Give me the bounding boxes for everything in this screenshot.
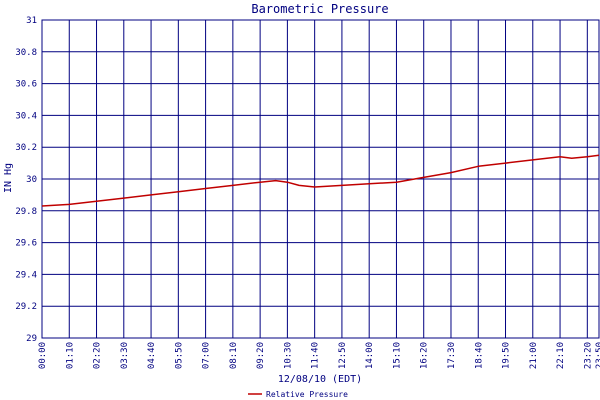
- x-tick-label: 23:20: [583, 342, 593, 369]
- x-tick-label: 00:00: [38, 342, 48, 369]
- y-tick-label: 30.4: [15, 111, 37, 121]
- x-tick-label: 22:10: [556, 342, 566, 369]
- x-tick-label: 11:40: [311, 342, 321, 369]
- x-tick-label: 04:40: [147, 342, 157, 369]
- x-tick-label: 19:50: [502, 342, 512, 369]
- x-tick-label: 05:50: [174, 342, 184, 369]
- x-tick-label: 15:10: [392, 342, 402, 369]
- y-tick-label: 30.6: [15, 80, 37, 90]
- grid: [41, 19, 600, 339]
- y-tick-label: 30: [26, 175, 37, 185]
- legend-label: Relative Pressure: [266, 390, 348, 399]
- x-tick-label: 23:50: [595, 342, 600, 369]
- x-tick-label: 12:50: [338, 342, 348, 369]
- legend: Relative Pressure: [248, 390, 348, 399]
- series-line-relative-pressure: [41, 154, 600, 207]
- x-tick-label: 17:30: [447, 342, 457, 369]
- x-tick-label: 10:30: [283, 342, 293, 369]
- tick-labels: 29 29.2 29.4 29.6 29.8 30 30.2 30.4 30.6 30.8 31 00…: [15, 16, 600, 369]
- x-tick-label: 14:00: [365, 342, 375, 369]
- plot-border: [41, 19, 600, 339]
- x-tick-label: 01:10: [65, 342, 75, 369]
- y-tick-label: 29: [26, 334, 37, 344]
- x-tick-label: 08:10: [229, 342, 239, 369]
- y-tick-label: 30.2: [15, 143, 37, 153]
- x-axis-label: 12/08/10 (EDT): [278, 374, 362, 385]
- y-tick-label: 31: [26, 16, 37, 26]
- y-tick-label: 29.2: [15, 302, 37, 312]
- x-tick-label: 21:00: [529, 342, 539, 369]
- y-tick-label: 29.6: [15, 239, 37, 249]
- y-tick-label: 29.4: [15, 270, 37, 280]
- chart-title: Barometric Pressure: [251, 2, 388, 16]
- y-tick-label: 30.8: [15, 48, 37, 58]
- x-tick-label: 03:30: [120, 342, 130, 369]
- x-tick-label: 02:20: [93, 342, 103, 369]
- x-tick-label: 09:20: [256, 342, 266, 369]
- x-tick-label: 07:00: [202, 342, 212, 369]
- y-tick-label: 29.8: [15, 207, 37, 217]
- series-layer: [41, 154, 600, 207]
- y-axis-label: IN Hg: [3, 163, 14, 193]
- x-tick-label: 18:40: [474, 342, 484, 369]
- x-tick-label: 16:20: [420, 342, 430, 369]
